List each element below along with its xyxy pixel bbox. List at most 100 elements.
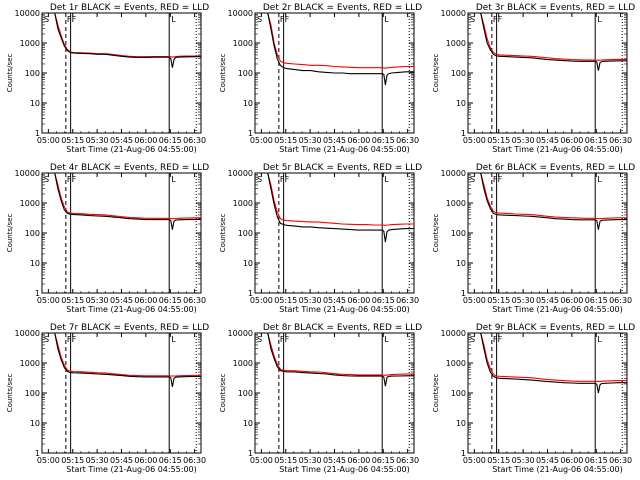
chart-title: Det 9r BLACK = Events, RED = LLD: [476, 323, 635, 333]
chart-panel-3: Det 3r BLACK = Events, RED = LLD 1 10 100 10…: [432, 3, 635, 154]
y-tick-label: 10000: [228, 329, 253, 338]
y-axis-label: Counts/sec: [219, 54, 227, 93]
x-tick-label: 05:15: [274, 296, 297, 305]
y-tick-label: 10000: [228, 9, 253, 18]
marker-corner-label: F: [498, 15, 503, 24]
x-tick-label: 05:30: [512, 136, 535, 145]
chart-panel-8: Det 8r BLACK = Events, RED = LLD 1 10 100 10…: [219, 323, 422, 474]
y-tick-label: 1000: [446, 39, 466, 48]
x-tick-label: 05:45: [110, 456, 133, 465]
x-tick-label: 05:15: [61, 136, 84, 145]
marker-corner-label: F: [67, 175, 72, 184]
x-tick-label: 05:00: [250, 296, 273, 305]
y-tick-label: 100: [451, 389, 466, 398]
y-tick-label: 10000: [441, 329, 466, 338]
series-events-line: [42, 13, 201, 68]
chart-panel-5: Det 5r BLACK = Events, RED = LLD 1 10 100 10…: [219, 163, 422, 314]
y-tick-label: 1000: [446, 359, 466, 368]
y-tick-label: 1000: [20, 359, 40, 368]
marker-corner-label: F: [67, 15, 72, 24]
marker-corner-label: S: [44, 335, 49, 344]
y-tick-label: 10: [456, 419, 466, 428]
x-tick-label: 06:15: [372, 136, 395, 145]
x-tick-label: 06:00: [347, 296, 370, 305]
series-events-line: [468, 333, 627, 394]
x-tick-label: 05:45: [323, 296, 346, 305]
x-tick-label: 06:30: [609, 296, 632, 305]
x-tick-label: 05:15: [274, 456, 297, 465]
y-tick-label: 10000: [441, 169, 466, 178]
x-axis-label: Start Time (21-Aug-06 04:55:00): [279, 465, 410, 474]
x-tick-label: 06:30: [396, 296, 419, 305]
y-tick-label: 10: [456, 99, 466, 108]
marker-corner-label: F: [280, 335, 285, 344]
x-tick-label: 06:30: [609, 136, 632, 145]
x-tick-label: 06:30: [396, 136, 419, 145]
chart-panel-4: Det 4r BLACK = Events, RED = LLD 1 10 100 10…: [6, 163, 209, 314]
series-events-line: [42, 173, 201, 230]
y-tick-label: 1: [248, 289, 253, 298]
marker-corner-label: S: [257, 15, 262, 24]
x-tick-label: 06:00: [560, 136, 583, 145]
marker-corner-label: L: [171, 335, 176, 344]
x-tick-label: 05:15: [274, 136, 297, 145]
series-events-line: [468, 13, 627, 71]
series-events-line: [255, 13, 414, 85]
x-tick-label: 05:30: [299, 456, 322, 465]
y-tick-label: 1: [35, 129, 40, 138]
y-tick-label: 1000: [233, 359, 253, 368]
x-tick-label: 06:15: [372, 296, 395, 305]
marker-corner-label: S: [470, 335, 475, 344]
y-tick-label: 10000: [15, 329, 40, 338]
x-axis-label: Start Time (21-Aug-06 04:55:00): [279, 305, 410, 314]
marker-corner-label: L: [597, 175, 602, 184]
x-axis-label: Start Time (21-Aug-06 04:55:00): [492, 305, 623, 314]
chart-panel-1: Det 1r BLACK = Events, RED = LLD 1 10 100 10…: [6, 3, 209, 154]
y-tick-label: 10000: [15, 169, 40, 178]
x-tick-label: 06:15: [159, 456, 182, 465]
y-axis-label: Counts/sec: [6, 54, 14, 93]
y-tick-label: 10: [243, 259, 253, 268]
x-tick-label: 05:15: [487, 136, 510, 145]
y-tick-label: 10: [456, 259, 466, 268]
x-tick-label: 05:30: [299, 136, 322, 145]
marker-corner-label: L: [384, 175, 389, 184]
x-tick-label: 06:15: [159, 136, 182, 145]
marker-corner-label: F: [280, 15, 285, 24]
y-tick-label: 1: [461, 129, 466, 138]
x-tick-label: 05:00: [463, 456, 486, 465]
x-tick-label: 06:00: [347, 456, 370, 465]
marker-corner-label: L: [384, 15, 389, 24]
chart-title: Det 1r BLACK = Events, RED = LLD: [50, 3, 209, 13]
x-tick-label: 05:30: [512, 456, 535, 465]
marker-corner-label: F: [72, 15, 77, 24]
chart-title: Det 3r BLACK = Events, RED = LLD: [476, 3, 635, 13]
x-tick-label: 05:00: [37, 296, 60, 305]
x-tick-label: 05:45: [536, 456, 559, 465]
marker-corner-label: S: [257, 335, 262, 344]
marker-corner-label: S: [470, 175, 475, 184]
chart-panel-2: Det 2r BLACK = Events, RED = LLD 1 10 100 10…: [219, 3, 422, 154]
x-tick-label: 05:15: [61, 456, 84, 465]
y-axis-label: Counts/sec: [219, 374, 227, 413]
marker-corner-label: F: [67, 335, 72, 344]
x-tick-label: 05:00: [250, 456, 273, 465]
x-tick-label: 05:15: [487, 456, 510, 465]
x-tick-label: 05:00: [250, 136, 273, 145]
x-tick-label: 05:30: [86, 456, 109, 465]
x-tick-label: 05:45: [110, 136, 133, 145]
chart-title: Det 4r BLACK = Events, RED = LLD: [50, 163, 209, 173]
y-tick-label: 1: [248, 129, 253, 138]
y-axis-label: Counts/sec: [6, 374, 14, 413]
x-tick-label: 05:45: [323, 136, 346, 145]
y-tick-label: 10000: [441, 9, 466, 18]
chart-title: Det 6r BLACK = Events, RED = LLD: [476, 163, 635, 173]
y-tick-label: 10: [243, 419, 253, 428]
x-tick-label: 06:00: [560, 456, 583, 465]
y-tick-label: 100: [238, 229, 253, 238]
x-tick-label: 06:30: [396, 456, 419, 465]
marker-corner-label: F: [493, 175, 498, 184]
y-tick-label: 10000: [15, 9, 40, 18]
y-tick-label: 1000: [446, 199, 466, 208]
chart-title: Det 2r BLACK = Events, RED = LLD: [263, 3, 422, 13]
